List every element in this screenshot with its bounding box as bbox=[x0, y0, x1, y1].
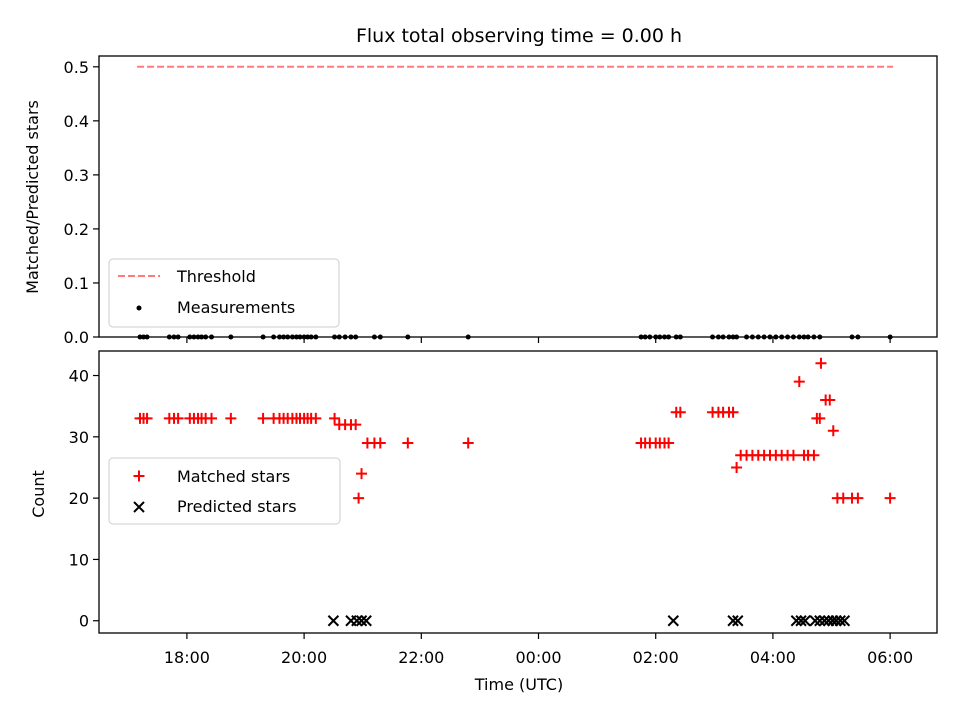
x-axis-label: Time (UTC) bbox=[474, 675, 563, 694]
top-y-tick-label: 0.4 bbox=[64, 112, 89, 131]
matched-star-point bbox=[731, 461, 743, 473]
matched-star-point bbox=[141, 412, 153, 424]
matched-star-point bbox=[674, 406, 686, 418]
top-legend-box bbox=[108, 258, 340, 328]
predicted-legend-swatch bbox=[133, 501, 145, 513]
bottom-y-tick-label: 0 bbox=[79, 612, 89, 631]
predicted-star-point bbox=[790, 615, 803, 627]
bottom-y-tick-label: 30 bbox=[69, 428, 89, 447]
chart-title: Flux total observing time = 0.00 h bbox=[356, 25, 682, 47]
matched-star-point bbox=[462, 437, 474, 449]
matched-star-point bbox=[257, 412, 269, 424]
x-tick-label: 06:00 bbox=[867, 648, 913, 667]
bottom-y-axis-label: Count bbox=[29, 470, 48, 518]
predicted-legend-label: Predicted stars bbox=[177, 497, 297, 516]
matched-star-point bbox=[827, 425, 839, 437]
x-tick-label: 18:00 bbox=[164, 648, 210, 667]
predicted-star-point bbox=[799, 615, 811, 627]
bottom-y-tick-label: 10 bbox=[69, 550, 89, 569]
bottom-y-tick-label: 40 bbox=[69, 367, 89, 386]
matched-star-point bbox=[310, 412, 322, 424]
matched-star-point bbox=[329, 412, 341, 424]
predicted-star-point bbox=[327, 615, 340, 627]
top-y-ticks: 0.0 0.1 0.2 0.3 0.4 0.5 bbox=[64, 58, 99, 347]
x-tick-label: 22:00 bbox=[398, 648, 444, 667]
matched-star-point bbox=[727, 406, 739, 418]
matched-star-point bbox=[402, 437, 414, 449]
predicted-star-point bbox=[360, 615, 372, 627]
predicted-star-point bbox=[814, 615, 826, 627]
top-y-tick-label: 0.3 bbox=[64, 166, 89, 185]
matched-star-point bbox=[663, 437, 675, 449]
matched-star-point bbox=[225, 412, 237, 424]
matched-star-point bbox=[852, 492, 864, 504]
measurements-legend-label: Measurements bbox=[177, 298, 295, 317]
predicted-star-point bbox=[732, 615, 744, 627]
predicted-star-point bbox=[834, 615, 847, 627]
bottom-x-ticks: 18:00 20:00 22:00 00:00 02:00 04:00 06:00 bbox=[164, 633, 913, 667]
bottom-plot-frame bbox=[98, 350, 938, 634]
x-tick-label: 04:00 bbox=[750, 648, 796, 667]
predicted-star-point bbox=[727, 615, 739, 627]
top-y-tick-label: 0.5 bbox=[64, 58, 89, 77]
matched-star-point bbox=[350, 419, 362, 431]
matched-star-point bbox=[811, 412, 823, 424]
top-y-axis-label: Matched/Predicted stars bbox=[23, 100, 42, 294]
bottom-legend: Matched stars Predicted stars bbox=[108, 457, 341, 525]
predicted-star-point bbox=[830, 615, 842, 627]
matched-star-point bbox=[206, 412, 218, 424]
top-y-tick-label: 0.2 bbox=[64, 220, 89, 239]
top-legend: Threshold Measurements bbox=[108, 258, 340, 328]
bottom-panel: 0 10 20 30 40 18:00 20:00 22:00 00:00 02:00 04:00… bbox=[29, 350, 938, 694]
bottom-y-tick-label: 20 bbox=[69, 489, 89, 508]
bottom-marks bbox=[134, 357, 896, 627]
predicted-star-point bbox=[795, 615, 807, 627]
matched-star-point bbox=[172, 412, 184, 424]
top-plot-frame bbox=[98, 55, 938, 338]
x-tick-label: 20:00 bbox=[281, 648, 327, 667]
matched-star-point bbox=[374, 437, 386, 449]
matched-star-point bbox=[787, 449, 799, 461]
predicted-star-point bbox=[809, 615, 821, 627]
matched-star-point bbox=[824, 394, 836, 406]
predicted-star-point bbox=[355, 615, 368, 627]
bottom-y-ticks: 0 10 20 30 40 bbox=[69, 367, 99, 631]
bottom-legend-box bbox=[108, 457, 341, 525]
top-y-tick-label: 0.0 bbox=[64, 328, 89, 347]
matched-legend-swatch bbox=[133, 470, 145, 482]
matched-legend-label: Matched stars bbox=[177, 467, 290, 486]
predicted-star-point bbox=[351, 615, 363, 627]
threshold-legend-label: Threshold bbox=[176, 267, 256, 286]
predicted-star-point bbox=[838, 615, 851, 627]
predicted-star-point bbox=[667, 615, 680, 627]
top-y-tick-label: 0.1 bbox=[64, 274, 89, 293]
matched-star-point bbox=[353, 492, 365, 504]
top-panel: 0.0 0.1 0.2 0.3 0.4 0.5 Matched/Predicted sta… bbox=[23, 55, 938, 347]
x-tick-label: 02:00 bbox=[633, 648, 679, 667]
predicted-star-point bbox=[818, 615, 831, 627]
x-tick-label: 00:00 bbox=[515, 648, 561, 667]
matched-star-point bbox=[808, 449, 820, 461]
matched-star-point bbox=[884, 492, 896, 504]
matched-star-point bbox=[793, 376, 805, 388]
matched-star-point bbox=[815, 357, 827, 369]
measurements-legend-swatch bbox=[136, 305, 142, 311]
matched-star-point bbox=[356, 468, 368, 480]
